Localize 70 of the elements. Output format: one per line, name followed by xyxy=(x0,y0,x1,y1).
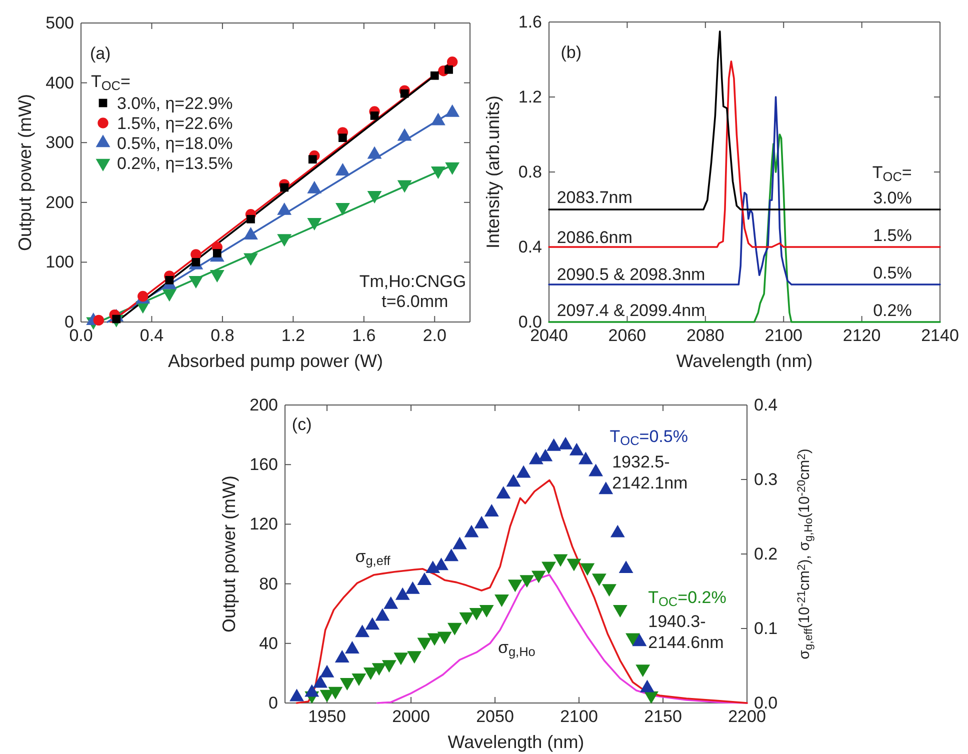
legend-title: T$_{OC}$= xyxy=(91,72,131,94)
legend-label: 1.5%, η=22.6% xyxy=(117,114,233,133)
annotation: Tm,Ho:CNGG xyxy=(359,272,466,292)
y-axis-title: Output power (mW) xyxy=(219,475,239,633)
annotation: T$_{OC}$= xyxy=(872,163,912,184)
x-axis-title: Wavelength (nm) xyxy=(676,351,813,371)
y-tick-label: 200 xyxy=(250,395,278,414)
series-label: σ$_{g,eff}$ xyxy=(355,547,391,568)
y-tick-label: 120 xyxy=(250,514,278,534)
x-tick-label: 2120 xyxy=(842,326,881,346)
y2-tick-label: 0.4 xyxy=(754,395,778,414)
series-label: 3.0% xyxy=(873,188,912,208)
y-tick-label: 1.6 xyxy=(518,12,542,32)
series-label: 1.5% xyxy=(873,226,912,245)
x-tick-label: 2.0 xyxy=(422,326,446,346)
annotation: 1932.5- xyxy=(612,452,670,472)
x-tick-label: 2100 xyxy=(560,707,598,726)
y-tick-label: 500 xyxy=(46,13,74,32)
x-tick-label: 2060 xyxy=(608,326,646,346)
annotation: 2090.5 & 2098.3nm xyxy=(556,265,706,284)
x-tick-label: 0.8 xyxy=(210,326,234,346)
annotation: 2086.6nm xyxy=(556,228,632,248)
line-series xyxy=(548,96,941,286)
x-tick-label: 2150 xyxy=(644,707,682,726)
y-tick-label: 40 xyxy=(259,634,278,653)
x-tick-label: 1.2 xyxy=(281,326,305,346)
annotation: (c) xyxy=(292,415,312,434)
y-tick-label: 1.2 xyxy=(518,87,542,106)
annotation: 2142.1nm xyxy=(612,473,688,492)
annotation: 2083.7nm xyxy=(556,188,632,207)
x-tick-label: 2100 xyxy=(764,326,803,346)
y-tick-label: 200 xyxy=(46,192,74,212)
x-tick-label: 2080 xyxy=(686,326,724,346)
annotation: 1940.3- xyxy=(648,612,706,632)
x-axis-title: Absorbed pump power (W) xyxy=(168,351,384,371)
x-tick-label: 2000 xyxy=(392,707,430,726)
annotation: (a) xyxy=(90,44,111,63)
x-tick-label: 0.4 xyxy=(140,326,164,346)
line-series xyxy=(548,30,941,210)
series-label: 0.2% xyxy=(873,301,912,320)
series-label: T$_{OC}$=0.2% xyxy=(648,588,726,610)
y-tick-label: 0.8 xyxy=(518,162,542,182)
series-label: σ$_{g,Ho}$ xyxy=(498,638,536,660)
y2-tick-label: 0.1 xyxy=(754,618,778,638)
annotation: 2097.4 & 2099.4nm xyxy=(556,301,706,320)
y-tick-label: 100 xyxy=(46,252,74,272)
y2-tick-label: 0.2 xyxy=(754,544,778,564)
series-label: T$_{OC}$=0.5% xyxy=(610,426,688,448)
y2-tick-label: 0.3 xyxy=(754,470,778,489)
series-label: 0.5% xyxy=(873,264,912,282)
legend-label: 3.0%, η=22.9% xyxy=(117,94,233,113)
x-tick-label: 2050 xyxy=(476,707,514,726)
line-series xyxy=(548,60,941,248)
x-tick-label: 2140 xyxy=(921,326,959,346)
y-axis-title: Output power (mW) xyxy=(15,94,35,252)
annotation: t=6.0mm xyxy=(382,292,448,312)
y-tick-label: 400 xyxy=(46,73,74,92)
annotation: 2144.6nm xyxy=(648,632,724,652)
x-tick-label: 1.6 xyxy=(352,326,376,346)
y-axis-title: Intensity (arb.units) xyxy=(483,95,503,249)
y-tick-label: 80 xyxy=(259,574,278,594)
y-tick-label: 160 xyxy=(250,455,278,474)
y-tick-label: 300 xyxy=(46,133,74,152)
y-tick-label: 0.4 xyxy=(518,237,542,256)
x-axis-title: Wavelength (nm) xyxy=(448,732,584,752)
legend-label: 0.5%, η=18.0% xyxy=(117,134,233,153)
y-tick-label: 0 xyxy=(268,693,278,712)
annotation: (b) xyxy=(560,43,582,62)
x-tick-label: 1950 xyxy=(308,707,346,726)
legend-label: 0.2%, η=13.5% xyxy=(117,154,233,173)
